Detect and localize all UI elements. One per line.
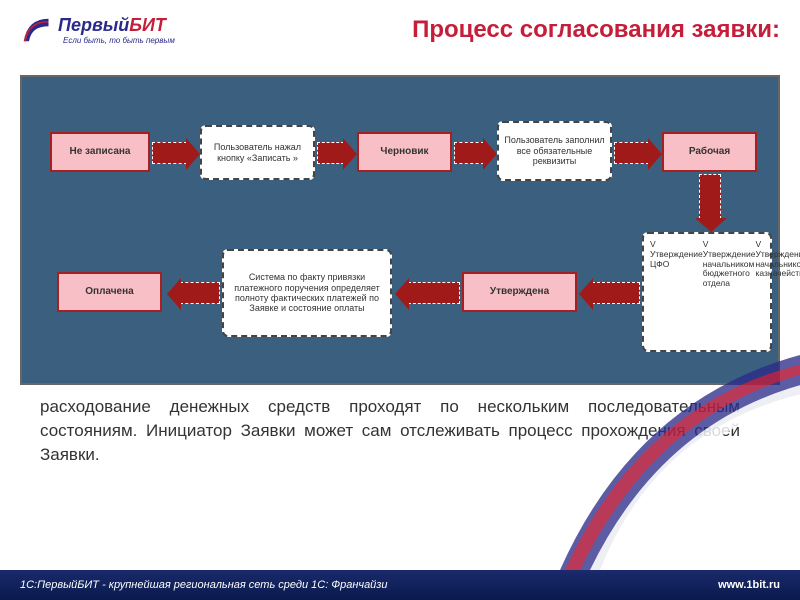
arrow-5 xyxy=(592,282,640,304)
header: ПервыйБИТ Если быть, то быть первым Проц… xyxy=(0,0,800,60)
logo-area: ПервыйБИТ Если быть, то быть первым xyxy=(20,15,175,45)
node-n3: Рабочая xyxy=(662,132,757,172)
footer-url: www.1bit.ru xyxy=(718,579,780,591)
page-title: Процесс согласования заявки: xyxy=(175,16,780,44)
node-n2: Черновик xyxy=(357,132,452,172)
arrow-7 xyxy=(180,282,220,304)
node-n1: Не записана xyxy=(50,132,150,172)
node-approval: V Утверждение ЦФОV Утверждение начальник… xyxy=(642,232,772,352)
arrow-1 xyxy=(317,142,344,164)
logo-tagline: Если быть, то быть первым xyxy=(63,36,175,45)
arrow-2 xyxy=(454,142,484,164)
footer: 1С:ПервыйБИТ - крупнейшая региональная с… xyxy=(0,570,800,600)
node-n5: Оплачена xyxy=(57,272,162,312)
node-a1: Пользователь нажал кнопку «Записать » xyxy=(200,125,315,180)
footer-left: 1С:ПервыйБИТ - крупнейшая региональная с… xyxy=(20,579,388,591)
arrow-6 xyxy=(408,282,460,304)
node-a3: Система по факту привязки платежного пор… xyxy=(222,249,392,337)
description-text: расходование денежных средств проходят п… xyxy=(40,395,740,466)
node-a2: Пользователь заполнил все обязательные р… xyxy=(497,121,612,181)
logo-text: ПервыйБИТ xyxy=(58,15,166,35)
arrow-3 xyxy=(614,142,649,164)
arrow-4 xyxy=(699,174,721,219)
node-n4: Утверждена xyxy=(462,272,577,312)
arrow-0 xyxy=(152,142,187,164)
flowchart-diagram: Не записана Пользователь нажал кнопку «За… xyxy=(20,75,780,385)
logo-swoosh-icon xyxy=(20,15,50,45)
